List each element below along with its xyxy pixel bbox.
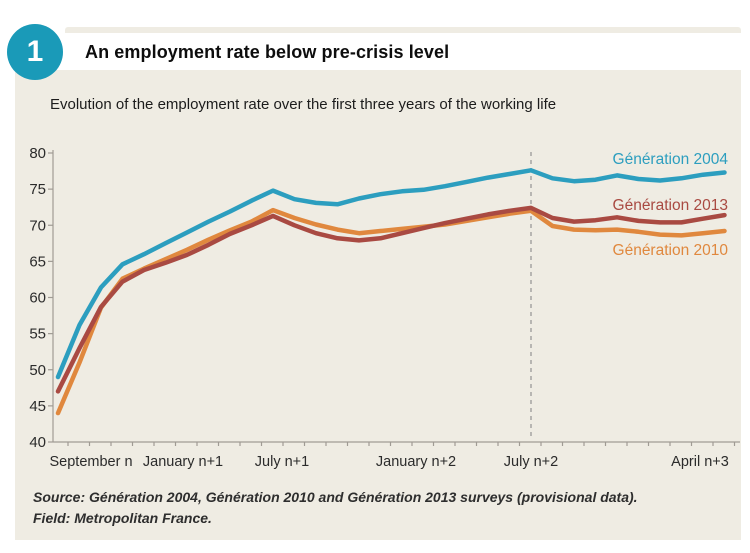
figure-number: 1	[26, 35, 44, 68]
source-line: Source: Génération 2004, Génération 2010…	[33, 489, 638, 505]
figure-title: An employment rate below pre-crisis leve…	[85, 42, 450, 62]
chart-panel	[15, 70, 741, 540]
panel-top-strip	[65, 27, 741, 33]
chart-subtitle: Evolution of the employment rate over th…	[50, 96, 557, 113]
figure-number-badge: 1	[7, 24, 63, 80]
field-line: Field: Metropolitan France.	[33, 510, 212, 526]
source-note: Source: Génération 2004, Génération 2010…	[33, 487, 638, 529]
